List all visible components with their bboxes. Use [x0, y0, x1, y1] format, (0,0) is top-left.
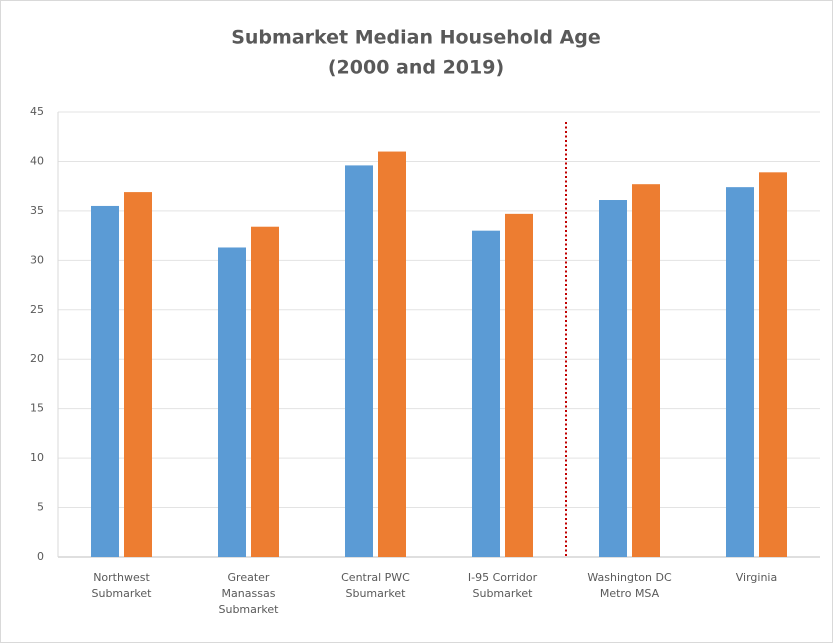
x-tick-label: Submarket: [92, 587, 153, 600]
bar: [632, 184, 660, 557]
bar: [251, 226, 279, 557]
x-tick-label: Manassas: [222, 587, 276, 600]
x-tick-label: Sbumarket: [346, 587, 407, 600]
bar: [505, 213, 533, 557]
labels: 0 5 10 15 20 25 30 35 40 45 Northwest Submarket Grea…: [30, 105, 777, 616]
x-tick-label: Submarket: [219, 603, 280, 616]
bar: [91, 205, 119, 557]
y-tick-label: 5: [37, 501, 44, 514]
chart-subtitle: (2000 and 2019): [328, 57, 504, 79]
x-tick-label: Metro MSA: [600, 587, 660, 600]
y-tick-label: 0: [37, 550, 44, 563]
x-tick-label: Submarket: [473, 587, 534, 600]
bar: [726, 187, 754, 557]
x-tick-label: Northwest: [93, 571, 150, 584]
bar: [759, 172, 787, 558]
x-tick-label: Washington DC: [587, 571, 672, 584]
bar: [124, 192, 152, 557]
bar: [472, 230, 500, 557]
grid: [57, 111, 820, 558]
bar: [345, 165, 373, 557]
bar: [218, 247, 246, 557]
y-tick-label: 10: [30, 451, 44, 464]
y-tick-label: 30: [30, 253, 44, 266]
x-tick-label: Central PWC: [341, 571, 410, 584]
bars: [91, 151, 787, 558]
bar: [599, 200, 627, 557]
x-tick-label: Greater: [228, 571, 270, 584]
y-tick-label: 15: [30, 402, 44, 415]
y-tick-label: 25: [30, 303, 44, 316]
y-tick-label: 45: [30, 105, 44, 118]
x-tick-label: Virginia: [736, 571, 777, 584]
y-tick-label: 35: [30, 204, 44, 217]
y-tick-label: 40: [30, 154, 44, 167]
x-tick-label: I-95 Corridor: [468, 571, 538, 584]
y-tick-label: 20: [30, 352, 44, 365]
chart-title: Submarket Median Household Age: [231, 27, 601, 49]
bar: [378, 151, 406, 558]
